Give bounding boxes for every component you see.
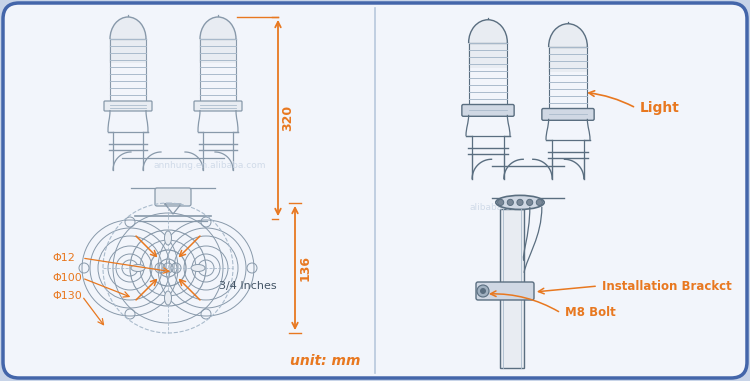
Circle shape [480, 288, 486, 294]
Ellipse shape [496, 195, 544, 210]
Bar [199, 39, 237, 63]
Ellipse shape [164, 291, 172, 305]
Circle shape [477, 285, 489, 297]
Text: Φ12: Φ12 [52, 253, 75, 263]
Ellipse shape [191, 264, 205, 272]
FancyBboxPatch shape [500, 210, 524, 368]
Bar [468, 43, 509, 67]
FancyBboxPatch shape [476, 282, 534, 300]
Circle shape [497, 199, 504, 205]
Bar [548, 46, 588, 72]
Ellipse shape [469, 20, 507, 66]
Text: M8 Bolt: M8 Bolt [565, 306, 616, 320]
FancyBboxPatch shape [542, 109, 594, 120]
Text: Light: Light [640, 101, 680, 115]
FancyBboxPatch shape [155, 188, 191, 206]
Circle shape [507, 199, 514, 205]
FancyBboxPatch shape [3, 3, 747, 378]
Bar [109, 39, 147, 63]
Text: Φ130: Φ130 [52, 291, 82, 301]
Text: alibaba.com: alibaba.com [470, 203, 525, 213]
Ellipse shape [131, 264, 145, 272]
Text: Φ100: Φ100 [52, 273, 82, 283]
Text: Installation Brackct: Installation Brackct [602, 280, 732, 293]
Text: annhung.en.alibaba.com: annhung.en.alibaba.com [154, 160, 266, 170]
Ellipse shape [200, 17, 236, 61]
Circle shape [536, 199, 542, 205]
Ellipse shape [110, 17, 146, 61]
Text: unit: mm: unit: mm [290, 354, 360, 368]
Ellipse shape [164, 231, 172, 245]
FancyBboxPatch shape [194, 101, 242, 111]
Text: 3/4 Inches: 3/4 Inches [219, 281, 277, 291]
Ellipse shape [549, 24, 587, 69]
FancyBboxPatch shape [104, 101, 152, 111]
Circle shape [526, 199, 532, 205]
Text: 136: 136 [299, 255, 312, 281]
Circle shape [517, 199, 523, 205]
FancyBboxPatch shape [462, 104, 514, 116]
Text: 320: 320 [281, 105, 294, 131]
